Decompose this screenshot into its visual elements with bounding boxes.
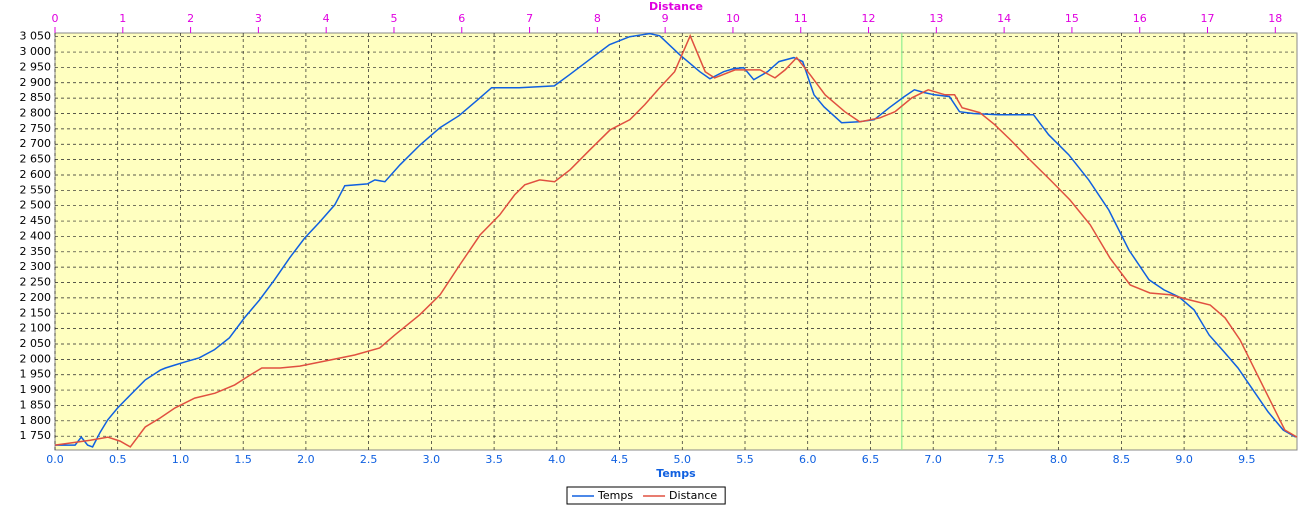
y-tick-label: 1 900: [20, 383, 52, 396]
x-tick-label: 3.0: [423, 453, 441, 466]
y-tick-label: 2 350: [20, 245, 52, 258]
y-tick-label: 2 950: [20, 60, 52, 73]
x-tick-label: 5.0: [674, 453, 692, 466]
x-tick-label: 6.5: [862, 453, 880, 466]
x2-tick-label: 0: [52, 12, 59, 25]
y-tick-label: 2 550: [20, 183, 52, 196]
x2-tick-label: 3: [255, 12, 262, 25]
y-tick-label: 3 000: [20, 45, 52, 58]
x-axis-title: Temps: [656, 467, 696, 480]
y-tick-label: 2 000: [20, 352, 52, 365]
x2-tick-label: 15: [1065, 12, 1079, 25]
x-tick-label: 7.5: [987, 453, 1005, 466]
x-tick-label: 1.0: [172, 453, 190, 466]
y-tick-label: 3 050: [20, 30, 52, 43]
y-tick-label: 1 800: [20, 414, 52, 427]
x-tick-label: 2.0: [297, 453, 315, 466]
y-tick-label: 1 950: [20, 368, 52, 381]
y-tick-label: 2 600: [20, 168, 52, 181]
x-tick-label: 0.5: [109, 453, 127, 466]
x-tick-label: 4.0: [548, 453, 566, 466]
x-tick-label: 0.0: [46, 453, 64, 466]
x2-tick-label: 4: [323, 12, 330, 25]
x-tick-label: 1.5: [234, 453, 252, 466]
y-tick-label: 2 150: [20, 306, 52, 319]
x-tick-label: 7.0: [924, 453, 942, 466]
x2-tick-label: 7: [526, 12, 533, 25]
y-tick-label: 2 900: [20, 76, 52, 89]
x-tick-label: 5.5: [736, 453, 754, 466]
legend: Temps Distance: [566, 486, 726, 505]
x2-tick-label: 14: [997, 12, 1011, 25]
x-tick-label: 6.0: [799, 453, 817, 466]
y-tick-label: 2 200: [20, 291, 52, 304]
y-tick-label: 2 100: [20, 322, 52, 335]
y-tick-label: 2 500: [20, 199, 52, 212]
line-series: [54, 33, 1298, 448]
x2-tick-label: 2: [187, 12, 194, 25]
y-tick-label: 2 800: [20, 107, 52, 120]
x2-tick-label: 13: [929, 12, 943, 25]
y-tick-label: 2 850: [20, 91, 52, 104]
y-tick-label: 1 750: [20, 429, 52, 442]
x2-tick-label: 11: [794, 12, 808, 25]
legend-label: Temps: [597, 489, 633, 502]
x-tick-label: 4.5: [611, 453, 629, 466]
x2-tick-label: 10: [726, 12, 740, 25]
x2-tick-label: 6: [458, 12, 465, 25]
legend-label: Distance: [669, 489, 717, 502]
x2-tick-label: 16: [1133, 12, 1147, 25]
y-tick-label: 2 400: [20, 229, 52, 242]
x-tick-label: 8.5: [1113, 453, 1131, 466]
x-tick-label: 9.5: [1238, 453, 1256, 466]
y-tick-label: 1 850: [20, 398, 52, 411]
y-tick-label: 2 050: [20, 337, 52, 350]
x2-tick-label: 8: [594, 12, 601, 25]
y-tick-label: 2 250: [20, 276, 52, 289]
plot-area: [54, 32, 1298, 451]
y-tick-label: 2 750: [20, 122, 52, 135]
x2-axis-title: Distance: [649, 0, 703, 13]
y-tick-label: 2 300: [20, 260, 52, 273]
line-series: [55, 32, 1297, 448]
x2-tick-label: 17: [1201, 12, 1215, 25]
x-tick-label: 9.0: [1175, 453, 1193, 466]
x-tick-label: 3.5: [485, 453, 503, 466]
y-tick-label: 2 650: [20, 153, 52, 166]
x2-tick-label: 1: [119, 12, 126, 25]
x2-tick-label: 18: [1268, 12, 1282, 25]
x2-tick-label: 9: [662, 12, 669, 25]
x2-tick-label: 5: [390, 12, 397, 25]
y-tick-label: 2 450: [20, 214, 52, 227]
x-tick-label: 2.5: [360, 453, 378, 466]
x-tick-label: 8.0: [1050, 453, 1068, 466]
y-tick-label: 2 700: [20, 137, 52, 150]
x2-tick-label: 12: [862, 12, 876, 25]
